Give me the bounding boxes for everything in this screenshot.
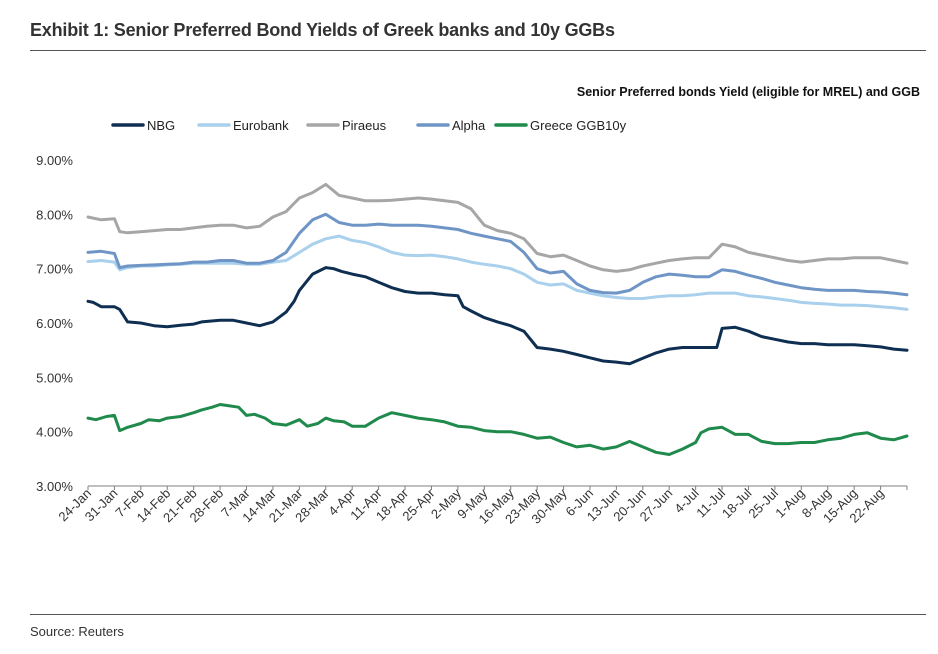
legend-label: Piraeus xyxy=(342,118,387,133)
x-axis: 24-Jan31-Jan7-Feb14-Feb21-Feb28-Feb7-Mar… xyxy=(55,485,908,527)
page-title: Exhibit 1: Senior Preferred Bond Yields … xyxy=(30,20,615,40)
legend-label: NBG xyxy=(147,118,175,133)
title-rule xyxy=(30,50,926,51)
x-tick-label: 25-Jul xyxy=(745,485,781,521)
series-line-alpha xyxy=(86,212,909,297)
series-line-nbg xyxy=(86,266,909,366)
y-tick-label: 7.00% xyxy=(36,262,73,277)
footer-rule xyxy=(30,614,926,615)
y-tick-label: 5.00% xyxy=(36,370,73,385)
legend-label: Greece GGB10y xyxy=(530,118,627,133)
series-line-greece-ggb10y xyxy=(86,403,909,456)
y-tick-label: 4.00% xyxy=(36,425,73,440)
source-note: Source: Reuters xyxy=(30,624,124,639)
series-line-eurobank xyxy=(86,234,909,311)
x-tick-label: 1-Aug xyxy=(772,486,807,521)
y-axis: 3.00% 4.00% 5.00% 6.00% 7.00% 8.00% 9.00% xyxy=(36,153,73,494)
series-lines xyxy=(86,182,909,456)
y-tick-label: 6.00% xyxy=(36,316,73,331)
legend: NBG Eurobank Piraeus Alpha Greece GGB10y xyxy=(111,118,627,133)
series-line-piraeus xyxy=(86,182,909,273)
y-tick-label: 3.00% xyxy=(36,479,73,494)
chart-subtitle: Senior Preferred bonds Yield (eligible f… xyxy=(576,85,920,99)
legend-label: Alpha xyxy=(452,118,486,133)
legend-label: Eurobank xyxy=(233,118,289,133)
y-tick-label: 9.00% xyxy=(36,153,73,168)
y-tick-label: 8.00% xyxy=(36,207,73,222)
